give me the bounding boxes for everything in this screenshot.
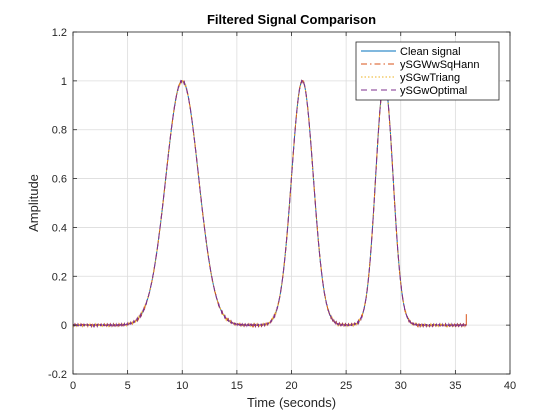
series-line <box>72 78 467 329</box>
legend-label: ySGWwSqHann <box>400 59 479 71</box>
ticks: 0 5 10 15 20 25 30 35 40-0.200.20.40.60.811.2 <box>48 27 516 392</box>
y-tick-label: 0.6 <box>52 174 67 186</box>
legend: Clean signalySGWwSqHannySGwTriangySGwOpt… <box>355 41 500 101</box>
x-tick-label: 15 <box>231 380 243 392</box>
x-tick-label: 30 <box>395 380 407 392</box>
y-tick-label: 0.4 <box>52 222 67 234</box>
y-tick-label: 1 <box>61 76 67 88</box>
legend-label: ySGwOptimal <box>400 85 467 97</box>
y-tick-label: 0.2 <box>52 271 67 283</box>
y-tick-label: 1.2 <box>52 27 67 39</box>
y-tick-label: -0.2 <box>48 369 67 381</box>
legend-label: Clean signal <box>400 46 461 58</box>
x-tick-label: 0 <box>70 380 76 392</box>
y-tick-label: 0 <box>61 320 67 332</box>
x-tick-label: 40 <box>504 380 516 392</box>
y-axis-label: Amplitude <box>26 174 41 232</box>
x-tick-label: 10 <box>176 380 188 392</box>
legend-box <box>355 41 500 101</box>
plot-area <box>72 78 467 329</box>
chart-title: Filtered Signal Comparison <box>207 12 376 27</box>
x-tick-label: 20 <box>285 380 297 392</box>
legend-label: ySGwTriang <box>400 72 460 84</box>
x-axis-label: Time (seconds) <box>247 395 336 410</box>
x-tick-label: 5 <box>125 380 131 392</box>
x-tick-label: 25 <box>340 380 352 392</box>
y-tick-label: 0.8 <box>52 125 67 137</box>
x-tick-label: 35 <box>449 380 461 392</box>
